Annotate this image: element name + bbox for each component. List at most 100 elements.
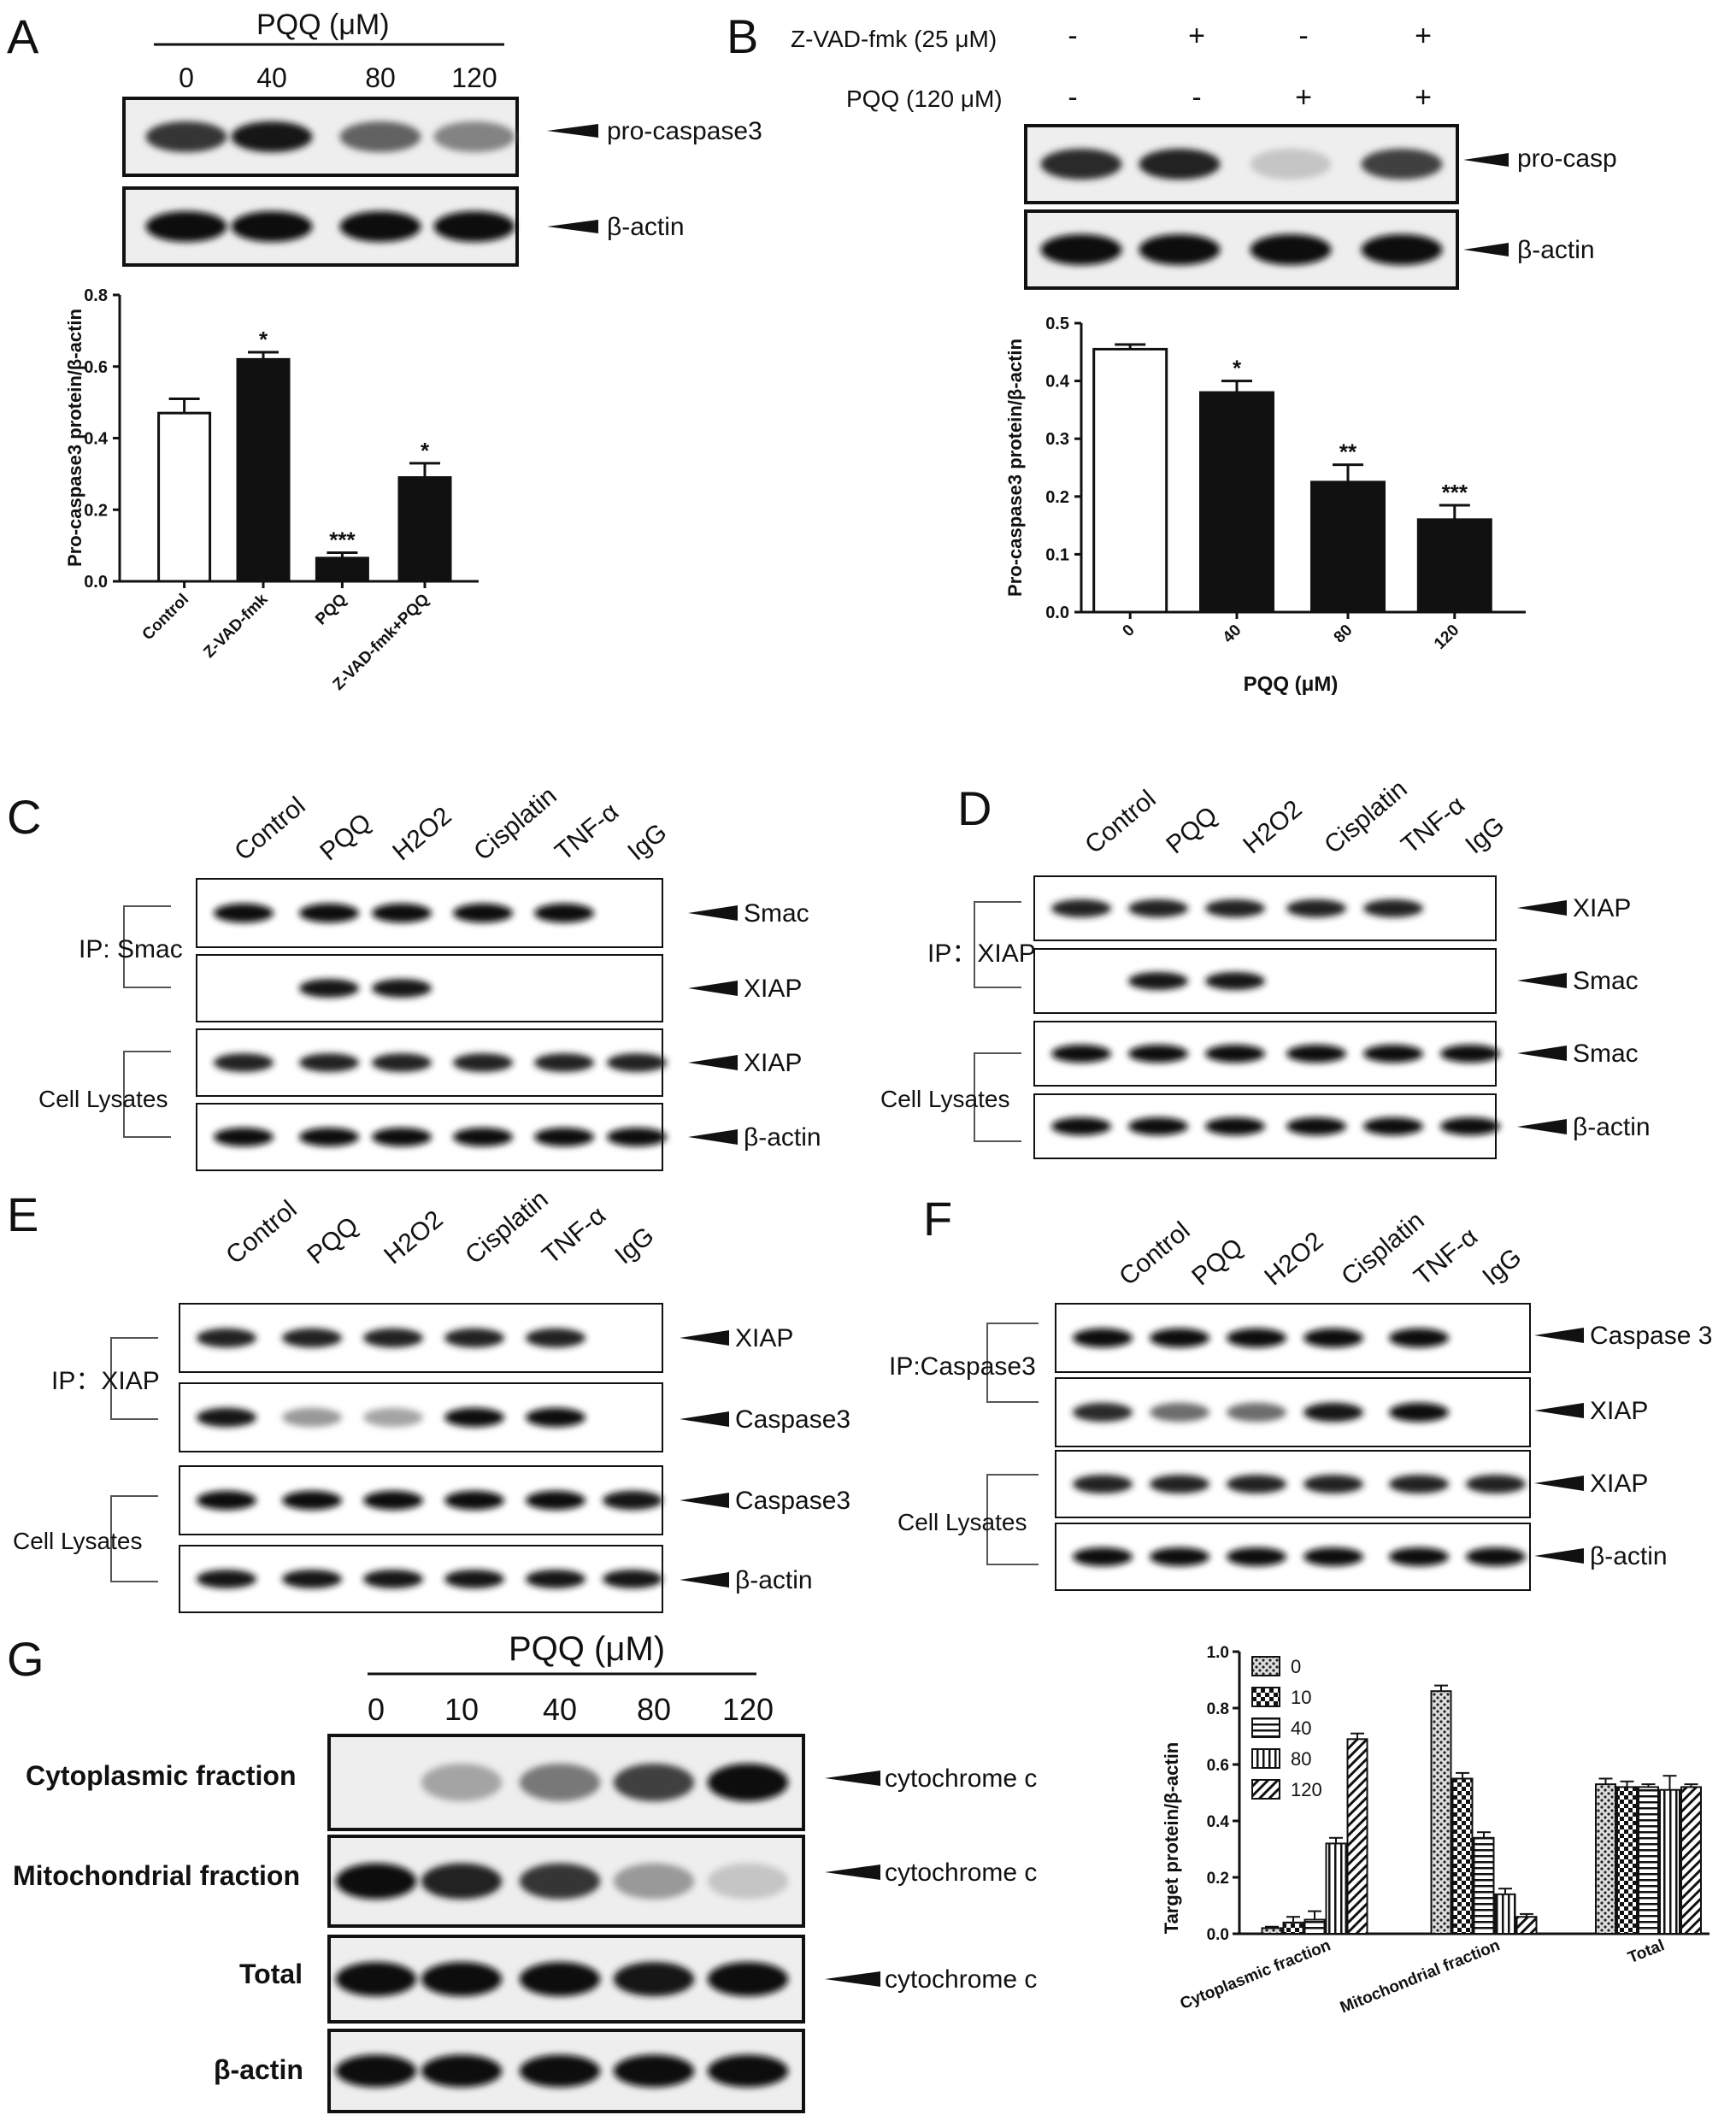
ip-label: IP：XIAP	[927, 940, 1036, 968]
panel-b-signs: - + - + - - + +	[1068, 20, 1432, 114]
blot-band	[282, 1570, 342, 1588]
blot-band	[1150, 1328, 1209, 1348]
y-tick-label: 0.0	[84, 573, 108, 592]
panel-letter-g: G	[7, 1632, 44, 1686]
band-label: cytochrome c	[885, 1965, 1037, 1994]
lane-label: IgG	[1460, 811, 1509, 859]
ip-bracket	[110, 1337, 158, 1420]
lane-label: 0	[368, 1692, 385, 1727]
lane-label: Cisplatin	[1319, 775, 1412, 859]
blot-band	[282, 1328, 342, 1348]
arrow-icon	[680, 1493, 729, 1508]
blot-band	[526, 1407, 586, 1428]
lane-label: PQQ	[1161, 801, 1222, 859]
band-label: pro-caspase3	[607, 117, 762, 145]
blot-strip	[196, 1028, 667, 1097]
row-label: β-actin	[214, 2054, 303, 2085]
blot-band	[1363, 899, 1423, 917]
ip-label: IP：XIAP	[51, 1367, 160, 1395]
panel-a-header: PQQ (μM)	[256, 9, 390, 41]
arrow-icon	[688, 981, 738, 996]
blot-strip	[1024, 124, 1459, 204]
blot-band	[299, 903, 359, 923]
band-label: Caspase 3	[1590, 1322, 1712, 1350]
band-label: β-actin	[744, 1123, 821, 1152]
lysate-label: Cell Lysates	[897, 1509, 1027, 1535]
blot-band	[1286, 1045, 1346, 1063]
bar	[315, 557, 369, 583]
sign: +	[1188, 20, 1205, 52]
panel-letter-e: E	[7, 1187, 38, 1241]
blot-band	[519, 1764, 601, 1801]
y-tick-label: 1.0	[1207, 1644, 1229, 1662]
panel-b-ylabel: Pro-caspase3 protein/β-actin	[1004, 339, 1026, 597]
blot-band	[1363, 1045, 1423, 1063]
blot-band	[1139, 149, 1221, 180]
arrow-icon	[547, 220, 598, 233]
band-label: Smac	[744, 899, 809, 928]
blot-strip	[1033, 1093, 1500, 1159]
lane-label: IgG	[622, 818, 672, 866]
arrow-icon	[1517, 973, 1567, 988]
blot-band	[1040, 234, 1122, 265]
blot-band	[1440, 1117, 1500, 1135]
blot-band	[363, 1328, 423, 1348]
lane-label: IgG	[1477, 1243, 1527, 1291]
significance-label: ***	[1442, 480, 1468, 505]
lane-label: 40	[543, 1692, 577, 1727]
blot-band	[197, 1490, 256, 1511]
y-tick-label: 0.8	[1207, 1700, 1229, 1718]
legend-swatch	[1251, 1717, 1280, 1738]
blot-band	[526, 1570, 586, 1588]
blot-band	[1286, 1117, 1346, 1135]
lane-label: Control	[229, 792, 310, 866]
blot-band	[453, 903, 513, 923]
arrow-icon	[1534, 1403, 1584, 1418]
blot-band	[1250, 234, 1332, 265]
legend-swatch	[1251, 1779, 1280, 1800]
blot-band	[335, 1962, 417, 1996]
lane-label: PQQ	[315, 808, 376, 866]
band-label: β-actin	[1573, 1113, 1651, 1141]
significance-label: *	[259, 327, 268, 352]
blot-band	[607, 1128, 667, 1146]
blot-band	[339, 121, 421, 152]
panel-a: A PQQ (μM) 0 40 80 120 pro-caspase3 β-ac…	[7, 9, 762, 694]
bar	[236, 357, 291, 583]
blot-band	[1150, 1547, 1209, 1566]
lane-label: 80	[365, 62, 396, 93]
blot-strip	[196, 1103, 667, 1171]
y-tick-label: 0.6	[84, 358, 108, 377]
lane-label: Control	[221, 1195, 302, 1270]
lysate-label: Cell Lysates	[38, 1086, 168, 1112]
bar	[1092, 347, 1168, 614]
panel-b: B Z-VAD-fmk (25 μM) PQQ (120 μM) - + - +…	[727, 9, 1617, 696]
blot-band	[363, 1407, 423, 1428]
blot-strip	[1033, 875, 1497, 941]
y-tick-label: 0.4	[1207, 1813, 1230, 1831]
blot-band	[707, 1764, 789, 1801]
band-labels: Smac XIAP XIAP β-actin	[688, 899, 821, 1152]
blot-band	[1073, 1402, 1133, 1423]
y-tick-label: 0.4	[84, 430, 109, 449]
panel-b-band-labels: pro-casp β-actin	[1463, 144, 1617, 264]
lysate-bracket	[123, 1051, 171, 1138]
x-tick-label: Z-VAD-fmk	[200, 590, 272, 662]
legend-label: 40	[1291, 1717, 1311, 1739]
blot-strip	[179, 1545, 663, 1613]
blot-band	[607, 1053, 667, 1072]
lane-label: H2O2	[1259, 1227, 1328, 1292]
blot-band	[1227, 1328, 1286, 1348]
arrow-icon	[1517, 1119, 1567, 1134]
blot-band	[453, 1053, 513, 1072]
blot-strip	[327, 1935, 805, 2024]
panel-letter-b: B	[727, 9, 758, 63]
blot-strip	[1033, 1021, 1500, 1087]
lane-label: Cisplatin	[460, 1185, 553, 1270]
blot-band	[1150, 1475, 1209, 1493]
blot-band	[1303, 1475, 1363, 1493]
blot-frame	[1055, 1523, 1531, 1591]
